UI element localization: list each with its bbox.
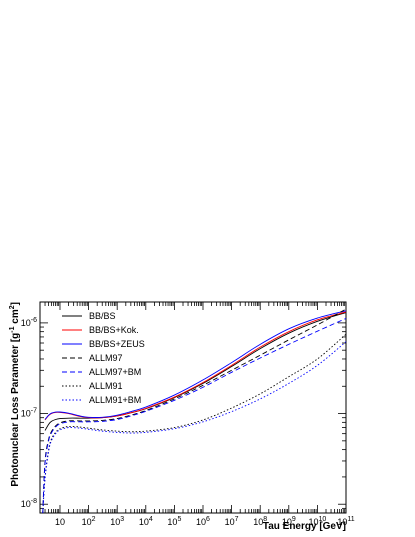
y-axis-title-main: Photonuclear Loss Parameter [g [10,333,21,487]
x-tick-label: 102 [82,516,96,527]
y-axis-title: Photonuclear Loss Parameter [g-1 cm2] [9,302,21,487]
x-tick-labels: 10 102 103 104 105 106 107 108 109 1010 1011 [55,516,355,527]
legend: BB/BS BB/BS+Kok. BB/BS+ZEUS ALLM97 ALLM97+BM… [62,311,145,405]
y-tick-label: 10-6 [21,317,37,328]
x-tick-label: 107 [225,516,239,527]
x-tick-label: 109 [282,516,296,527]
legend-label: BB/BS+ZEUS [89,339,145,349]
y-axis-title-end: ] [10,302,21,305]
x-tick-label: 1010 [308,516,326,527]
y-axis-title-mid: cm [10,309,21,326]
series-line-2 [44,310,347,420]
legend-label: ALLM91 [89,381,123,391]
x-tick-label: 10 [55,517,65,527]
legend-label: ALLM97 [89,353,123,363]
legend-label: ALLM97+BM [89,367,141,377]
series-line-3 [42,308,347,514]
legend-label: BB/BS+Kok. [89,325,139,335]
legend-label: ALLM91+BM [89,395,141,405]
x-tick-label: 104 [139,516,153,527]
y-tick-label: 10-7 [21,408,37,419]
x-tick-label: 103 [110,516,124,527]
y-axis-title-sup1: -1 [9,326,16,332]
x-axis-title: Tau Energy [GeV] [263,521,346,532]
x-tick-label: 105 [167,516,181,527]
series-line-4 [42,318,347,514]
series-line-6 [42,341,347,514]
x-tick-label: 106 [196,516,210,527]
y-axis-title-sup2: 2 [9,305,16,309]
y-tick-labels: 10-6 10-7 10-8 [21,317,37,509]
x-tick-label: 108 [253,516,267,527]
x-minor-ticks [39,302,347,513]
y-tick-label: 10-8 [21,498,37,509]
plot-frame [39,301,347,514]
y-minor-ticks [40,322,346,514]
legend-label: BB/BS [89,311,116,321]
series-lines [42,308,347,514]
x-tick-label: 1011 [337,516,354,527]
